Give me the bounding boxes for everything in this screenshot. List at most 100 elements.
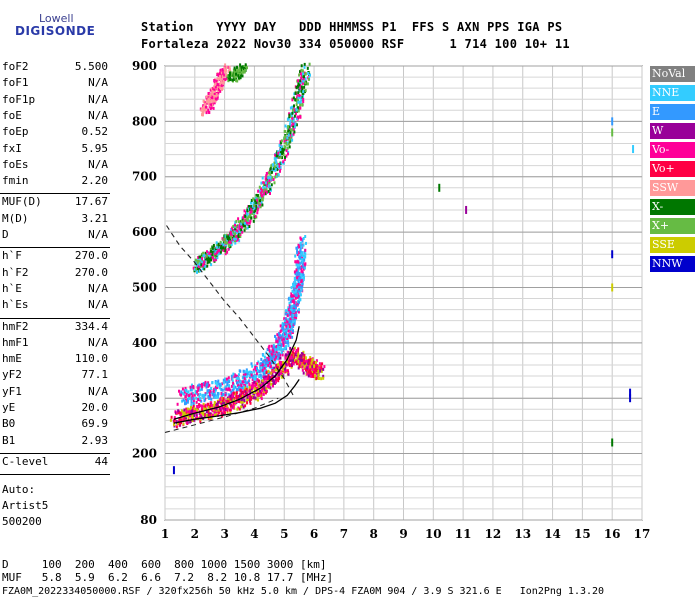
echo-point — [196, 270, 198, 274]
echo-point — [261, 363, 264, 367]
echo-point — [296, 251, 299, 255]
echo-point — [295, 316, 298, 320]
echo-point — [226, 383, 229, 387]
echo-point — [215, 243, 218, 247]
echo-point — [279, 334, 282, 338]
echo-point — [251, 390, 254, 393]
echo-point — [239, 76, 242, 80]
echo-point — [207, 402, 210, 406]
echo-point — [276, 154, 279, 158]
echo-point — [281, 375, 284, 379]
echo-point — [191, 416, 194, 419]
echo-point — [236, 396, 238, 400]
echo-point — [246, 369, 248, 373]
echo-point — [201, 404, 204, 408]
echo-point — [237, 234, 240, 238]
param-value: 2.93 — [81, 433, 109, 447]
echo-point — [257, 398, 259, 402]
echo-point — [230, 408, 232, 412]
echo-point — [216, 80, 219, 84]
echo-point — [305, 241, 307, 245]
echo-point — [293, 287, 296, 291]
echo-point — [246, 385, 249, 389]
echo-point — [288, 334, 290, 338]
echo-point — [302, 278, 305, 282]
echo-point — [194, 258, 197, 262]
y-tick-label: 800 — [132, 114, 157, 128]
echo-point — [292, 360, 294, 364]
echo-point — [223, 249, 226, 252]
echo-point — [242, 385, 245, 389]
echo-point — [261, 203, 264, 207]
echo-point — [260, 375, 263, 379]
echo-point — [193, 407, 196, 411]
echo-point — [284, 124, 287, 128]
echo-point — [295, 123, 298, 127]
echo-point — [251, 378, 254, 381]
echo-point — [292, 119, 295, 123]
param-key: D — [2, 228, 9, 241]
echo-point — [270, 376, 273, 380]
echo-point — [262, 359, 265, 363]
legend-item-w: W — [650, 123, 695, 139]
echo-point — [253, 370, 256, 374]
echo-point — [296, 106, 299, 110]
echo-point — [296, 284, 299, 288]
echo-point — [297, 359, 300, 363]
x-tick-label: 8 — [370, 527, 378, 541]
echo-point — [295, 350, 298, 354]
echo-point — [286, 320, 289, 324]
param-value: 270.0 — [74, 265, 108, 279]
echo-point — [291, 323, 294, 327]
echo-point — [209, 247, 212, 251]
echo-point — [205, 105, 207, 109]
echo-point — [214, 387, 217, 391]
echo-point — [257, 389, 260, 393]
echo-point — [272, 349, 275, 353]
echo-point — [286, 360, 289, 364]
echo-point — [252, 383, 255, 386]
echo-point — [225, 387, 228, 391]
echo-point — [272, 384, 274, 388]
param-value: N/A — [88, 76, 108, 90]
echo-point — [301, 81, 304, 85]
echo-point — [267, 182, 270, 185]
echo-point — [203, 396, 206, 400]
echo-point — [234, 68, 237, 72]
param-row-c-level: C-level 44 — [2, 455, 108, 469]
echo-point — [268, 356, 271, 360]
echo-point — [235, 68, 238, 72]
echo-point — [290, 319, 293, 323]
y-tick-label: 500 — [132, 280, 157, 294]
echo-point — [232, 381, 235, 385]
echo-point — [271, 373, 274, 376]
echo-point — [232, 398, 235, 402]
echo-point — [264, 181, 267, 185]
param-value: 2.20 — [81, 174, 109, 188]
echo-point — [302, 265, 305, 269]
echo-point — [283, 337, 285, 341]
echo-point — [257, 360, 260, 364]
echo-point — [217, 91, 220, 95]
x-tick-label: 9 — [399, 527, 407, 541]
echo-point — [287, 318, 289, 322]
echo-point — [200, 387, 203, 391]
x-tick-label: 13 — [514, 527, 531, 541]
echo-point — [175, 411, 177, 415]
x-tick-label: 2 — [191, 527, 199, 541]
echo-point — [320, 369, 323, 373]
echo-point — [173, 416, 176, 420]
echo-point — [217, 243, 220, 247]
echo-point — [303, 266, 306, 270]
param-row-fmin: fmin 2.20 — [2, 174, 108, 188]
echo-point — [269, 175, 272, 179]
echo-point — [250, 385, 253, 389]
echo-point — [240, 67, 243, 71]
echo-point — [190, 405, 192, 409]
echo-point — [303, 359, 306, 362]
echo-point — [250, 362, 253, 366]
echo-point — [254, 199, 257, 203]
echo-point — [237, 69, 240, 73]
echo-point — [239, 387, 242, 391]
echo-point — [173, 423, 176, 427]
